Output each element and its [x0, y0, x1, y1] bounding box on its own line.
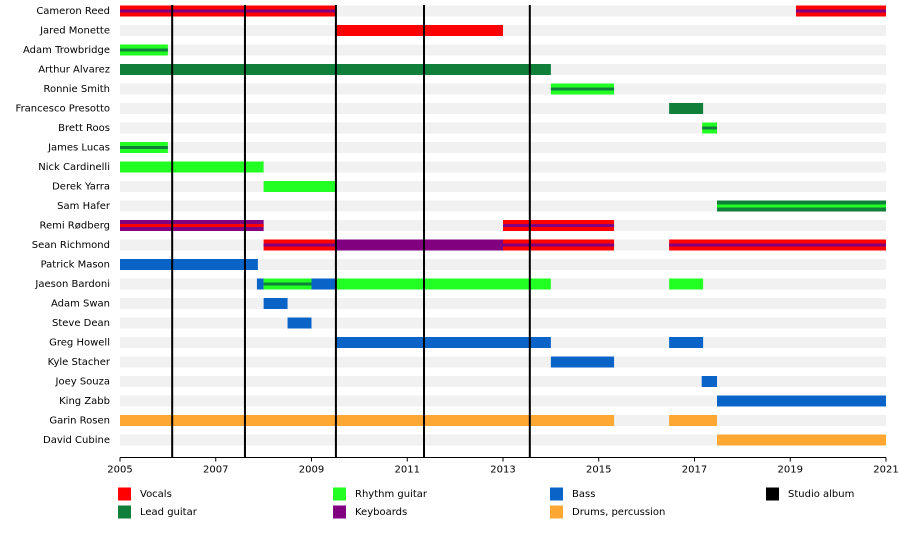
legend-label: Drums, percussion [572, 507, 665, 518]
legend-swatch [333, 487, 346, 501]
legend-label: Studio album [788, 489, 854, 500]
member-label: Ronnie Smith [43, 84, 110, 95]
legend-label: Keyboards [355, 507, 407, 518]
member-bar [669, 103, 704, 114]
member-bar [120, 259, 258, 270]
bar-stripe [669, 243, 886, 247]
member-bar [263, 181, 336, 192]
row-band [120, 142, 886, 153]
row-band [120, 103, 886, 114]
legend-swatch [118, 487, 131, 501]
row-band [120, 356, 886, 368]
member-bar [669, 278, 704, 290]
member-bar [717, 395, 886, 407]
member-bar [120, 161, 264, 173]
member-label: Remi Rødberg [39, 221, 110, 232]
member-label: Brett Roos [58, 123, 110, 134]
member-bar [287, 317, 312, 329]
member-label: King Zabb [59, 396, 110, 407]
bar-stripe [120, 9, 336, 13]
member-label: Jaeson Bardoni [34, 279, 110, 290]
member-label: Jared Monette [39, 26, 110, 37]
bar-stripe [503, 243, 615, 247]
bar-stripe [120, 146, 168, 149]
legend-label: Vocals [140, 489, 172, 500]
member-label: Cameron Reed [36, 6, 110, 17]
x-tick-label: 2005 [107, 465, 132, 476]
member-label: Garin Rosen [49, 416, 110, 427]
row-band [120, 44, 886, 56]
member-bar [120, 415, 615, 426]
legend-swatch [118, 505, 131, 519]
member-label: Greg Howell [49, 338, 110, 349]
row-band [120, 161, 886, 173]
legend-label: Lead guitar [140, 507, 198, 518]
member-bar [335, 278, 551, 290]
x-tick-label: 2009 [299, 465, 324, 476]
x-tick-label: 2019 [778, 465, 803, 476]
member-bar [717, 434, 886, 446]
bar-stripe [263, 282, 312, 286]
legend-label: Rhythm guitar [355, 489, 428, 500]
member-label: Derek Yarra [52, 182, 110, 193]
bar-stripe [120, 224, 264, 227]
bar-stripe [120, 48, 168, 52]
legend-swatch [550, 505, 563, 519]
member-bar [669, 337, 704, 348]
bar-stripe [550, 87, 615, 91]
row-band [120, 5, 886, 17]
legend-label: Bass [572, 489, 595, 500]
member-label: Adam Trowbridge [23, 45, 110, 56]
member-bar [256, 278, 264, 290]
row-band [120, 259, 886, 270]
member-label: Adam Swan [51, 299, 110, 310]
bar-stripe [503, 224, 615, 227]
member-label: Francesco Presotto [16, 104, 110, 115]
legend-swatch [766, 487, 779, 501]
member-bar [335, 25, 503, 36]
bar-stripe [702, 126, 718, 130]
member-bar [701, 376, 718, 387]
row-band [120, 376, 886, 387]
x-tick-label: 2015 [586, 465, 611, 476]
x-tick-label: 2007 [203, 465, 228, 476]
member-label: Steve Dean [52, 318, 110, 329]
member-label: James Lucas [47, 143, 110, 154]
member-bar [669, 415, 718, 426]
bar-stripe [795, 9, 886, 13]
member-bar [335, 239, 503, 251]
member-label: Sam Hafer [57, 201, 111, 212]
row-band [120, 181, 886, 192]
row-band [120, 83, 886, 95]
member-label: Patrick Mason [41, 260, 110, 271]
member-bar [335, 337, 551, 348]
bar-stripe [717, 204, 886, 208]
member-label: Sean Richmond [32, 240, 110, 251]
x-tick-label: 2021 [873, 465, 898, 476]
member-bar [550, 356, 615, 368]
row-band [120, 200, 886, 212]
member-label: David Cubine [43, 435, 110, 446]
row-band [120, 298, 886, 309]
bar-stripe [263, 243, 336, 247]
member-label: Arthur Alvarez [38, 65, 110, 76]
row-band [120, 317, 886, 329]
x-tick-label: 2011 [395, 465, 420, 476]
x-tick-label: 2013 [490, 465, 515, 476]
legend-swatch [333, 505, 346, 519]
row-band [120, 122, 886, 134]
member-bar [311, 278, 336, 290]
legend-swatch [550, 487, 563, 501]
member-label: Nick Cardinelli [38, 162, 110, 173]
row-band [120, 434, 886, 446]
member-bar [263, 298, 288, 309]
x-tick-label: 2017 [682, 465, 707, 476]
row-band [120, 395, 886, 407]
member-label: Kyle Stacher [48, 357, 111, 368]
member-label: Joey Souza [55, 377, 111, 388]
